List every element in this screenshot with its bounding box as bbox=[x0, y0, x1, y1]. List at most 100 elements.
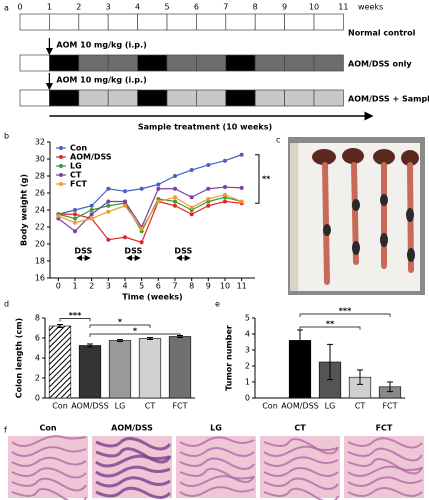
tissue-fold bbox=[347, 457, 423, 475]
week-number: 0 bbox=[17, 3, 22, 12]
x-tick-label: 1 bbox=[72, 282, 77, 291]
row-label: AOM/DSS + Sample bbox=[348, 95, 429, 104]
tissue-fold bbox=[179, 467, 255, 483]
histology-label: CT bbox=[294, 424, 306, 433]
tissue-fold bbox=[11, 456, 87, 467]
tissue-fold bbox=[263, 445, 339, 457]
legend-label: AOM/DSS bbox=[70, 153, 112, 162]
data-point bbox=[223, 199, 227, 204]
week-number: 4 bbox=[135, 3, 140, 12]
data-point bbox=[189, 168, 194, 173]
week-number: 9 bbox=[282, 3, 287, 12]
data-point bbox=[223, 185, 227, 190]
legend-label: FCT bbox=[70, 180, 87, 189]
timeline-cell bbox=[107, 13, 138, 31]
timeline-cell bbox=[284, 54, 315, 72]
data-point bbox=[139, 186, 144, 191]
tissue-fold bbox=[263, 477, 339, 490]
x-tick-label: 6 bbox=[156, 282, 161, 291]
data-point bbox=[189, 212, 194, 217]
timeline-cell bbox=[313, 89, 344, 107]
tissue-fold bbox=[179, 436, 255, 447]
comparison-label: ** bbox=[326, 320, 335, 329]
legend-label: Con bbox=[70, 144, 87, 153]
dss-label: DSS bbox=[143, 94, 161, 103]
timeline-cell bbox=[313, 13, 344, 31]
data-point bbox=[89, 212, 94, 217]
data-point bbox=[173, 186, 177, 191]
data-point bbox=[123, 189, 127, 194]
dss-annotation: DSS bbox=[174, 247, 192, 256]
panel-letter: e bbox=[215, 300, 220, 309]
data-point bbox=[223, 192, 227, 197]
comparison-label: * bbox=[133, 327, 138, 336]
tissue-fold bbox=[11, 435, 87, 447]
x-tick-label: 3 bbox=[106, 282, 111, 291]
y-tick-label: 0 bbox=[35, 394, 40, 403]
data-point bbox=[139, 240, 144, 245]
x-tick-label: LG bbox=[115, 402, 126, 411]
y-tick-label: 22 bbox=[35, 223, 45, 232]
error-bar bbox=[357, 369, 363, 385]
legend-label: LG bbox=[70, 162, 82, 171]
tissue-fold bbox=[95, 454, 171, 468]
legend-marker bbox=[59, 146, 63, 150]
y-axis-label: Colon length (cm) bbox=[15, 318, 24, 398]
data-point bbox=[239, 199, 244, 204]
timeline-cell bbox=[107, 89, 138, 107]
tissue-fold bbox=[95, 447, 172, 464]
data-point bbox=[206, 186, 211, 191]
data-point bbox=[173, 203, 177, 208]
data-point bbox=[156, 199, 161, 204]
timeline-cell bbox=[196, 89, 227, 107]
dss-label: DSS bbox=[55, 59, 73, 68]
weeks-unit: weeks bbox=[358, 3, 383, 12]
x-tick-label: LG bbox=[325, 402, 336, 411]
x-tick-label: 4 bbox=[122, 282, 127, 291]
bar bbox=[108, 340, 132, 399]
data-point bbox=[189, 195, 194, 200]
timeline-cell bbox=[166, 89, 197, 107]
tissue-fold bbox=[179, 447, 255, 457]
tissue-fold bbox=[347, 437, 423, 449]
timeline-cell bbox=[166, 54, 197, 72]
sample-label: Sample treatment (10 weeks) bbox=[138, 123, 272, 132]
week-number: 7 bbox=[223, 3, 228, 12]
data-point bbox=[73, 208, 77, 212]
timeline-cell bbox=[78, 13, 109, 31]
timeline-cell bbox=[284, 13, 315, 31]
x-tick-label: 0 bbox=[56, 282, 61, 291]
comparison-bracket bbox=[89, 324, 151, 328]
bar bbox=[48, 325, 72, 399]
bar bbox=[78, 345, 102, 399]
x-tick-label: 10 bbox=[220, 282, 230, 291]
error-bar bbox=[387, 381, 393, 393]
timeline-cell bbox=[78, 54, 109, 72]
week-number: 8 bbox=[253, 3, 258, 12]
data-point bbox=[106, 237, 111, 242]
comparison-label: *** bbox=[69, 311, 82, 320]
x-tick-label: FCT bbox=[172, 402, 187, 411]
histology-label: LG bbox=[210, 424, 222, 433]
panel-letter: b bbox=[4, 132, 9, 141]
week-number: 3 bbox=[106, 3, 111, 12]
data-point bbox=[89, 208, 94, 212]
y-tick-label: 2 bbox=[35, 374, 40, 383]
y-tick-label: 30 bbox=[35, 155, 45, 164]
dss-label: DSS bbox=[232, 59, 250, 68]
panel-letter: d bbox=[4, 300, 9, 309]
tissue-fold bbox=[347, 447, 423, 462]
tissue-fold bbox=[11, 487, 87, 500]
tissue-fold bbox=[95, 486, 172, 499]
timeline-cell bbox=[49, 13, 80, 31]
bar bbox=[168, 336, 192, 399]
y-tick-label: 24 bbox=[35, 206, 45, 215]
comparison-label: *** bbox=[339, 307, 352, 316]
timeline-cell bbox=[78, 89, 109, 107]
data-point bbox=[223, 158, 227, 163]
week-number: 11 bbox=[338, 3, 348, 12]
timeline-cell bbox=[313, 54, 344, 72]
x-tick-label: 9 bbox=[206, 282, 211, 291]
row-label: Normal control bbox=[348, 29, 416, 38]
